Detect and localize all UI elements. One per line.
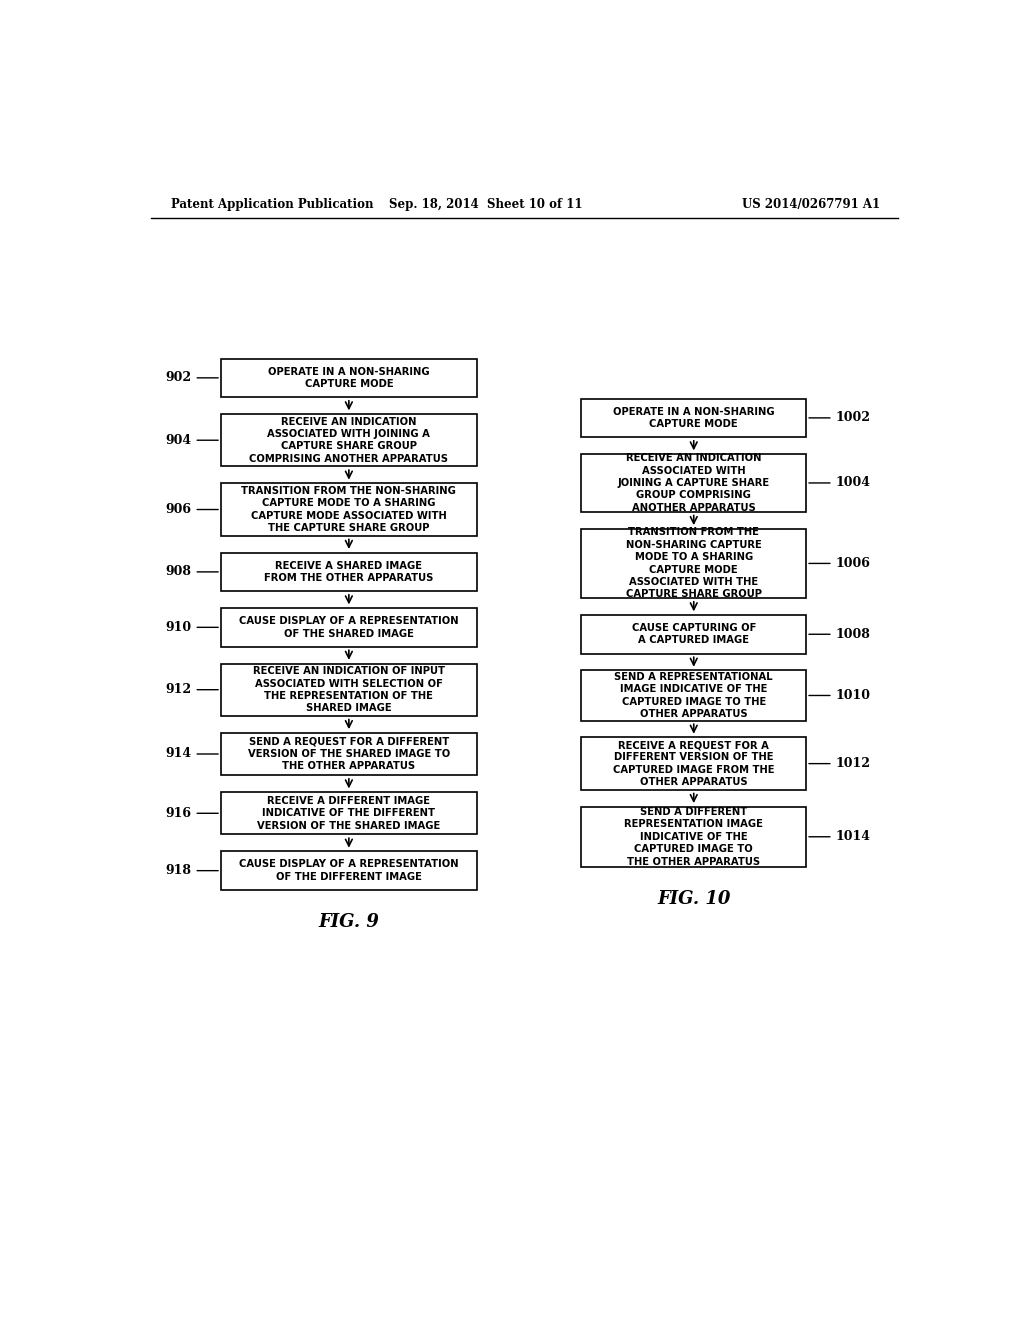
Bar — [582, 615, 806, 653]
Text: 1008: 1008 — [809, 628, 870, 640]
Text: RECEIVE AN INDICATION
ASSOCIATED WITH JOINING A
CAPTURE SHARE GROUP
COMPRISING A: RECEIVE AN INDICATION ASSOCIATED WITH JO… — [250, 417, 449, 463]
Text: RECEIVE A DIFFERENT IMAGE
INDICATIVE OF THE DIFFERENT
VERSION OF THE SHARED IMAG: RECEIVE A DIFFERENT IMAGE INDICATIVE OF … — [257, 796, 440, 830]
Text: Patent Application Publication: Patent Application Publication — [171, 198, 373, 211]
Text: 1012: 1012 — [809, 758, 870, 770]
Text: 908: 908 — [166, 565, 218, 578]
Text: OPERATE IN A NON-SHARING
CAPTURE MODE: OPERATE IN A NON-SHARING CAPTURE MODE — [613, 407, 774, 429]
Text: 906: 906 — [166, 503, 218, 516]
Text: 910: 910 — [166, 620, 218, 634]
Bar — [221, 792, 477, 834]
Bar — [582, 738, 806, 789]
Text: RECEIVE A SHARED IMAGE
FROM THE OTHER APPARATUS: RECEIVE A SHARED IMAGE FROM THE OTHER AP… — [264, 561, 433, 583]
Text: 912: 912 — [166, 684, 218, 696]
Text: FIG. 9: FIG. 9 — [318, 913, 379, 931]
Bar — [582, 807, 806, 867]
Text: SEND A DIFFERENT
REPRESENTATION IMAGE
INDICATIVE OF THE
CAPTURED IMAGE TO
THE OT: SEND A DIFFERENT REPRESENTATION IMAGE IN… — [625, 807, 763, 866]
Text: SEND A REQUEST FOR A DIFFERENT
VERSION OF THE SHARED IMAGE TO
THE OTHER APPARATU: SEND A REQUEST FOR A DIFFERENT VERSION O… — [248, 737, 450, 771]
Text: OPERATE IN A NON-SHARING
CAPTURE MODE: OPERATE IN A NON-SHARING CAPTURE MODE — [268, 367, 430, 389]
Bar — [221, 733, 477, 775]
Text: 918: 918 — [166, 865, 218, 878]
Bar — [221, 414, 477, 466]
Bar — [582, 671, 806, 721]
Text: TRANSITION FROM THE
NON-SHARING CAPTURE
MODE TO A SHARING
CAPTURE MODE
ASSOCIATE: TRANSITION FROM THE NON-SHARING CAPTURE … — [626, 528, 762, 599]
Bar — [221, 553, 477, 591]
Text: SEND A REPRESENTATIONAL
IMAGE INDICATIVE OF THE
CAPTURED IMAGE TO THE
OTHER APPA: SEND A REPRESENTATIONAL IMAGE INDICATIVE… — [614, 672, 773, 719]
Text: 1014: 1014 — [809, 830, 870, 843]
Text: CAUSE CAPTURING OF
A CAPTURED IMAGE: CAUSE CAPTURING OF A CAPTURED IMAGE — [632, 623, 756, 645]
Text: 914: 914 — [166, 747, 218, 760]
Text: CAUSE DISPLAY OF A REPRESENTATION
OF THE DIFFERENT IMAGE: CAUSE DISPLAY OF A REPRESENTATION OF THE… — [239, 859, 459, 882]
Text: 1010: 1010 — [809, 689, 870, 702]
Text: 1006: 1006 — [809, 557, 870, 570]
Text: RECEIVE A REQUEST FOR A
DIFFERENT VERSION OF THE
CAPTURED IMAGE FROM THE
OTHER A: RECEIVE A REQUEST FOR A DIFFERENT VERSIO… — [613, 741, 774, 787]
Bar — [221, 483, 477, 536]
Bar — [221, 359, 477, 397]
Text: US 2014/0267791 A1: US 2014/0267791 A1 — [741, 198, 880, 211]
Text: RECEIVE AN INDICATION OF INPUT
ASSOCIATED WITH SELECTION OF
THE REPRESENTATION O: RECEIVE AN INDICATION OF INPUT ASSOCIATE… — [253, 667, 444, 713]
Text: 1002: 1002 — [809, 412, 870, 425]
Bar — [221, 851, 477, 890]
Text: CAUSE DISPLAY OF A REPRESENTATION
OF THE SHARED IMAGE: CAUSE DISPLAY OF A REPRESENTATION OF THE… — [239, 616, 459, 639]
Text: 904: 904 — [166, 434, 218, 446]
Text: 902: 902 — [166, 371, 218, 384]
Bar — [221, 664, 477, 715]
Bar — [582, 399, 806, 437]
Bar — [582, 529, 806, 598]
Bar — [221, 609, 477, 647]
Text: Sep. 18, 2014  Sheet 10 of 11: Sep. 18, 2014 Sheet 10 of 11 — [389, 198, 583, 211]
Text: TRANSITION FROM THE NON-SHARING
CAPTURE MODE TO A SHARING
CAPTURE MODE ASSOCIATE: TRANSITION FROM THE NON-SHARING CAPTURE … — [242, 486, 457, 533]
Text: RECEIVE AN INDICATION
ASSOCIATED WITH
JOINING A CAPTURE SHARE
GROUP COMPRISING
A: RECEIVE AN INDICATION ASSOCIATED WITH JO… — [617, 453, 770, 512]
Text: 916: 916 — [166, 807, 218, 820]
Text: FIG. 10: FIG. 10 — [657, 890, 730, 908]
Bar — [582, 454, 806, 512]
Text: 1004: 1004 — [809, 477, 870, 490]
